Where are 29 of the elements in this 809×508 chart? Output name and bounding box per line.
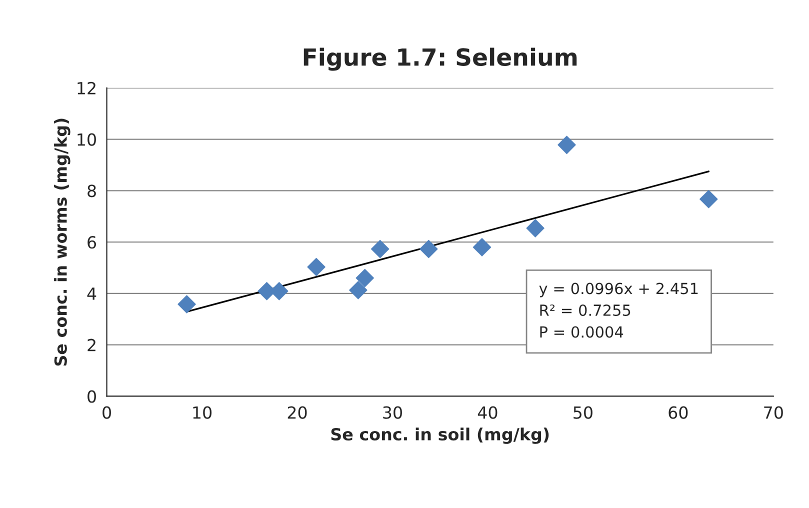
point bbox=[472, 238, 492, 256]
x-tick-label: 60 bbox=[668, 406, 688, 419]
y-tick-label: 0 bbox=[88, 390, 96, 403]
annotation: y = 0.0996x + 2.451 R² = 0.7255 P = 0.0004 bbox=[539, 282, 698, 338]
x-tick-label: 30 bbox=[383, 406, 402, 419]
x-axis-title: Se conc. in soil (mg/kg) bbox=[331, 428, 549, 444]
point bbox=[700, 190, 718, 208]
point bbox=[356, 268, 374, 288]
point bbox=[558, 136, 576, 154]
point bbox=[370, 240, 390, 258]
x-tick-label: 40 bbox=[478, 406, 498, 419]
x-tick-label: 70 bbox=[764, 406, 783, 419]
x-tick-label: 50 bbox=[574, 406, 592, 419]
x-tick-label: 0 bbox=[102, 406, 111, 419]
point bbox=[420, 240, 438, 258]
point bbox=[178, 295, 196, 314]
point bbox=[526, 219, 544, 238]
y-tick-label: 10 bbox=[78, 133, 96, 146]
y-tick-label: 12 bbox=[78, 82, 96, 94]
y-tick-label: 6 bbox=[88, 236, 96, 249]
x-tick-label: 10 bbox=[193, 406, 212, 419]
point bbox=[307, 258, 326, 276]
y-tick-label: 8 bbox=[88, 184, 96, 198]
y-tick-label: 4 bbox=[87, 288, 96, 300]
point bbox=[349, 280, 368, 300]
y-tick-label: 2 bbox=[88, 338, 96, 352]
chart-title: Figure 1.7: Selenium bbox=[304, 48, 577, 71]
y-axis-title: Se conc. in worms (mg/kg) bbox=[54, 118, 70, 366]
x-tick-label: 20 bbox=[288, 406, 307, 419]
